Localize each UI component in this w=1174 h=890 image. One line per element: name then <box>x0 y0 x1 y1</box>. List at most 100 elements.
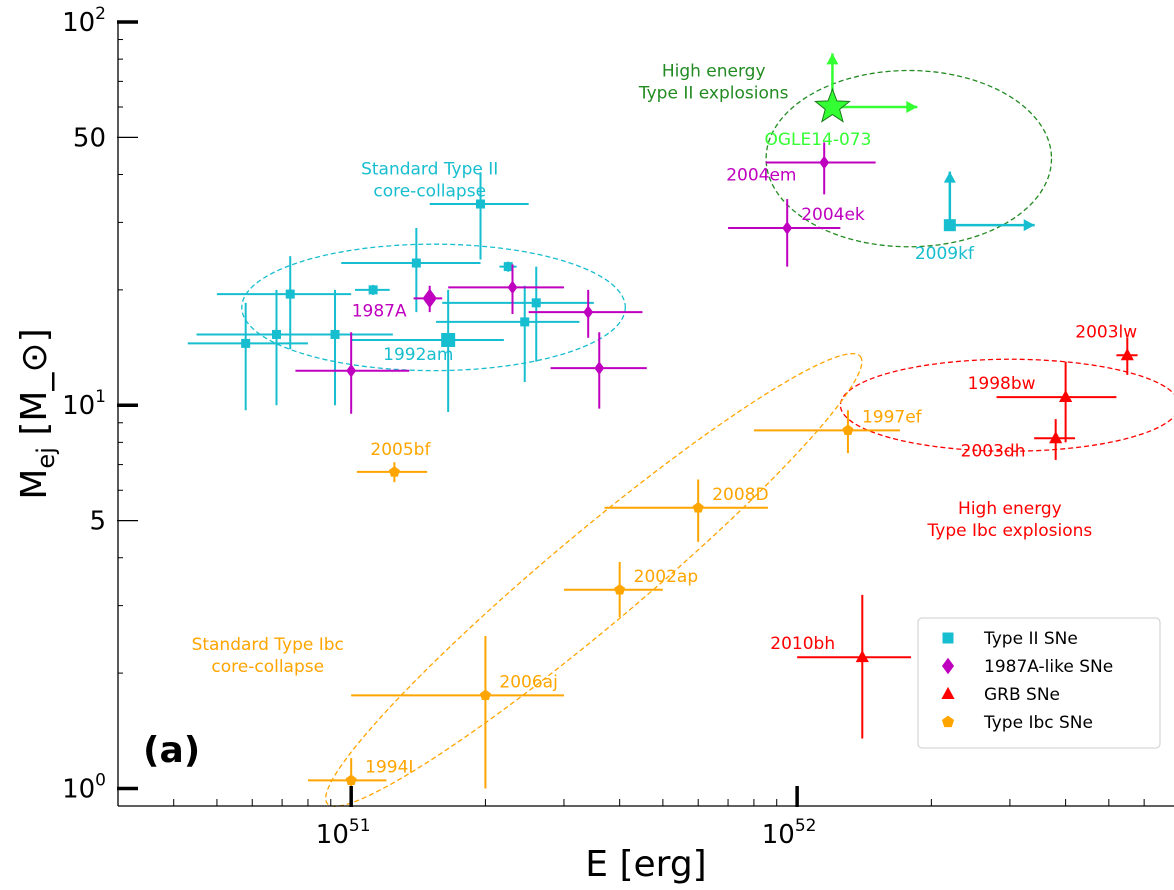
point-grb-sne-2: 2003dh <box>961 419 1076 461</box>
point-1987a-like-sne-2 <box>448 264 564 315</box>
ellipse-label-standard-type-ibc-core-collapse: Standard Type Ibc core-collapse <box>192 635 344 677</box>
point-grb-sne-1-marker <box>1059 389 1073 403</box>
point-type-ii-sne-7-marker <box>503 262 513 272</box>
point-type-ibc-sne-4-label: 2006aj <box>499 672 557 692</box>
ellipse-label-high-energy-type-ii-explosions: High energy Type II explosions <box>638 62 789 104</box>
point-1987a-like-sne-0-label: 1987A <box>352 301 407 321</box>
point-1987a-like-sne-4 <box>550 332 647 409</box>
point-grb-sne-2-marker <box>1049 431 1063 444</box>
point-1987a-like-sne-1 <box>295 332 410 414</box>
point-type-ii-sne-9-marker <box>531 298 541 308</box>
point-type-ii-sne-10-label: 1992am <box>383 345 453 365</box>
point-type-ii-sne-5-marker <box>411 258 421 268</box>
point-type-ii-sne-4-marker <box>368 285 378 295</box>
point-type-ibc-sne-0-label: 1997ef <box>862 407 923 427</box>
points-layer: 1992am 2009kf 1987A 2004ek 2004em 2003lw 1998b… <box>187 53 1138 806</box>
x-axis-title: E [erg] <box>585 844 706 885</box>
series-ogle14-073: OGLE14-073 <box>764 53 918 150</box>
y-tick-label-0: 100 <box>62 770 106 804</box>
point-1987a-like-sne-5: 2004ek <box>728 199 865 267</box>
legend: Type II SNe 1987A-like SNe GRB SNe Type Ibc… <box>917 617 1161 749</box>
ellipse-high-energy-type-ibc-explosions <box>839 358 1174 452</box>
legend-frame <box>917 617 1161 749</box>
point-type-ii-sne-4 <box>355 284 390 295</box>
point-type-ii-sne-0 <box>187 302 308 411</box>
point-type-ibc-sne-3-marker <box>614 583 626 595</box>
point-type-ii-sne-3-marker <box>330 329 340 339</box>
legend-label-type-ibc-sne: Type Ibc SNe <box>983 713 1093 733</box>
point-type-ii-sne-8-marker <box>520 317 530 327</box>
axes-layer: 100 5 101 50 102 1051 1052 E [erg] Mej [M_⊙] <box>14 4 1174 885</box>
panel-label: (a) <box>143 730 200 771</box>
ellipse-standard-type-ii-core-collapse <box>241 243 626 372</box>
y-axis-title: Mej [M_⊙] <box>14 328 60 499</box>
legend-label-type-ii-sne: Type II SNe <box>983 629 1078 649</box>
point-1987a-like-sne-3 <box>528 289 643 338</box>
legend-marker-grb-sne <box>941 686 955 699</box>
legend-marker-1987a-like-sne <box>941 657 955 675</box>
x-tick-label-1: 1052 <box>762 816 817 850</box>
point-1987a-like-sne-6: 2004em <box>726 142 876 195</box>
point-type-ii-sne-1 <box>196 289 344 406</box>
point-1987a-like-sne-2-marker <box>507 280 518 295</box>
point-type-ibc-sne-5-marker <box>345 774 357 786</box>
y-tick-label-4: 102 <box>62 4 106 38</box>
point-ogle14-073-0-xlimit-arrow-head <box>906 101 918 114</box>
series-type-ibc-sne: 1997ef 2005bf 2008D 2002ap 2006aj 1994I <box>307 407 923 806</box>
legend-label-1987a-like-sne: 1987A-like SNe <box>984 657 1113 677</box>
point-type-ii-sne-8 <box>436 285 580 382</box>
point-1987a-like-sne-0: 1987A <box>352 285 443 321</box>
point-type-ii-sne-10: 1992am <box>351 289 504 413</box>
y-tick-label-2: 101 <box>62 387 106 421</box>
point-type-ibc-sne-1-marker <box>388 466 400 477</box>
legend-marker-type-ibc-sne <box>941 715 955 728</box>
point-1987a-like-sne-5-marker <box>782 221 793 235</box>
point-type-ibc-sne-1: 2005bf <box>356 440 431 483</box>
point-type-ibc-sne-3-label: 2002ap <box>634 567 698 587</box>
y-tick-label-3: 50 <box>73 123 106 153</box>
point-type-ibc-sne-2-label: 2008D <box>712 485 768 505</box>
point-grb-sne-3-label: 2010bh <box>770 634 835 654</box>
legend-entry-grb-sne: GRB SNe <box>941 685 1060 705</box>
point-type-ii-sne-11-ylimit-arrow-head <box>943 171 956 183</box>
point-type-ii-sne-6 <box>429 172 529 260</box>
point-grb-sne-1: 1998bw <box>968 361 1117 443</box>
point-type-ii-sne-9 <box>442 266 594 362</box>
point-ogle14-073-0-marker <box>813 87 851 123</box>
point-type-ii-sne-5 <box>341 228 481 313</box>
point-grb-sne-3: 2010bh <box>770 594 911 739</box>
point-type-ibc-sne-3: 2002ap <box>563 561 698 618</box>
y-tick-label-1: 5 <box>89 507 106 537</box>
point-type-ibc-sne-1-label: 2005bf <box>370 440 431 460</box>
point-type-ii-sne-7 <box>499 261 517 272</box>
point-type-ibc-sne-2-marker <box>692 501 704 513</box>
x-tick-label-0: 1051 <box>316 816 371 850</box>
series-1987a-like-sne: 1987A 2004ek 2004em <box>295 142 876 414</box>
point-grb-sne-0-label: 2003lw <box>1075 322 1137 342</box>
point-1987a-like-sne-0-marker <box>422 288 437 309</box>
ellipse-label-standard-type-ii-core-collapse: Standard Type II core-collapse <box>361 160 498 202</box>
point-grb-sne-0-marker <box>1120 348 1134 361</box>
point-type-ii-sne-0-marker <box>241 338 251 348</box>
point-1987a-like-sne-4-marker <box>594 361 605 375</box>
point-type-ibc-sne-4-marker <box>479 689 491 701</box>
ellipse-standard-type-ibc-core-collapse <box>325 352 863 807</box>
point-grb-sne-0: 2003lw <box>1075 322 1138 375</box>
point-type-ibc-sne-0: 1997ef <box>753 407 923 454</box>
point-type-ii-sne-6-marker <box>476 199 486 209</box>
point-grb-sne-2-label: 2003dh <box>961 441 1026 461</box>
point-type-ibc-sne-2: 2008D <box>604 479 769 542</box>
series-type-ii-sne: 1992am 2009kf <box>187 171 1035 413</box>
point-ogle14-073-0: OGLE14-073 <box>764 53 918 150</box>
point-type-ii-sne-10-marker <box>441 332 456 347</box>
point-ogle14-073-0-ylimit-arrow-head <box>826 53 839 65</box>
ellipses-layer: Standard Type II core-collapse High energy… <box>192 62 1174 807</box>
point-grb-sne-1-label: 1998bw <box>968 374 1036 394</box>
legend-entry-type-ii-sne: Type II SNe <box>942 629 1078 649</box>
point-type-ibc-sne-0-marker <box>842 424 854 436</box>
legend-entry-type-ibc-sne: Type Ibc SNe <box>941 713 1093 733</box>
point-1987a-like-sne-6-label: 2004em <box>726 165 796 185</box>
legend-marker-type-ii-sne <box>942 632 954 644</box>
ellipse-high-energy-type-ii-explosions <box>765 69 1053 248</box>
